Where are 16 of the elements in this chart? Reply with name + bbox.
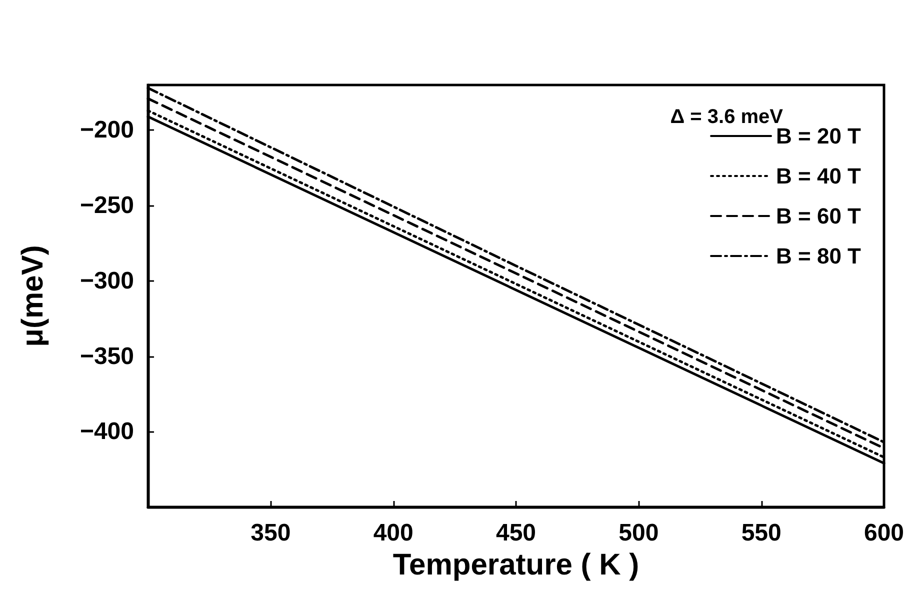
y-tick-label: −200 (80, 116, 134, 144)
y-axis-title: μ(meV) (16, 245, 50, 347)
y-tick-label: −350 (80, 342, 134, 370)
y-tick-label: −250 (80, 192, 134, 220)
x-axis-title: Temperature ( K ) (392, 548, 640, 582)
legend-label: B = 40 T (776, 164, 862, 188)
x-tick-label: 450 (496, 520, 536, 546)
legend-label: B = 80 T (776, 244, 862, 268)
legend-label: B = 60 T (776, 204, 862, 228)
x-tick-label: 550 (741, 520, 782, 546)
x-tick-label: 400 (373, 520, 414, 546)
y-tick-label: −400 (80, 418, 134, 446)
x-tick-label: 350 (250, 520, 291, 546)
x-tick-label: 500 (618, 520, 659, 546)
x-tick-label: 600 (864, 520, 904, 546)
y-tick-label: −300 (80, 267, 134, 294)
